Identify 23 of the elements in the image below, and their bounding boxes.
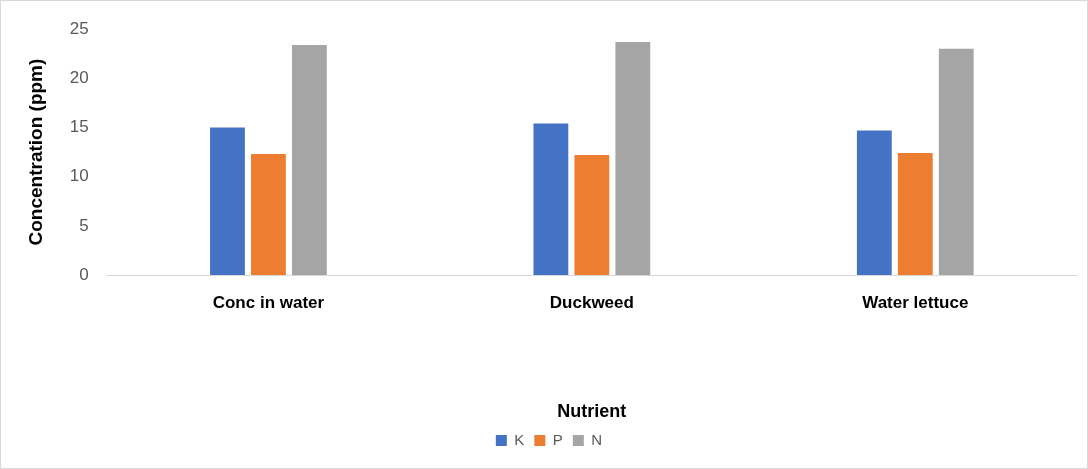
bar xyxy=(856,130,892,275)
y-tick-label: 0 xyxy=(79,264,89,284)
bar xyxy=(533,123,569,275)
y-axis-title: Concentration (ppm) xyxy=(24,58,46,246)
legend-label: N xyxy=(591,430,603,448)
x-tick-label: Water lettuce xyxy=(862,292,969,312)
y-tick-label: 10 xyxy=(69,166,89,186)
bar xyxy=(291,44,327,275)
bar xyxy=(574,155,610,275)
bar xyxy=(897,153,933,275)
legend-label: K xyxy=(514,430,525,448)
y-tick-label: 15 xyxy=(69,117,89,137)
bar xyxy=(938,48,974,275)
bar xyxy=(615,41,651,275)
x-tick-label: Duckweed xyxy=(549,292,634,312)
y-tick-label: 5 xyxy=(79,215,89,235)
bar xyxy=(251,154,286,275)
legend-label: P xyxy=(552,430,563,448)
x-tick-label: Conc in water xyxy=(212,292,325,312)
bar xyxy=(210,127,245,275)
y-tick-label: 20 xyxy=(69,68,89,88)
x-axis-title: Nutrient xyxy=(557,401,627,422)
y-tick-label: 25 xyxy=(69,18,89,38)
